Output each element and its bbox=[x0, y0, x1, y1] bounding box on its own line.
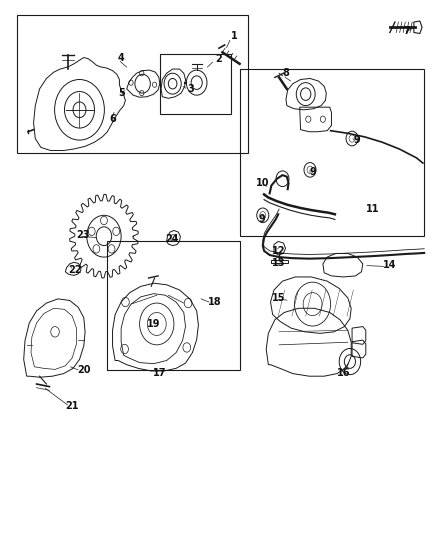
Text: 3: 3 bbox=[188, 84, 194, 94]
Text: 6: 6 bbox=[109, 114, 116, 124]
Text: 7: 7 bbox=[404, 27, 410, 36]
Text: 10: 10 bbox=[256, 178, 269, 188]
Text: 9: 9 bbox=[309, 167, 316, 177]
Text: 13: 13 bbox=[272, 259, 285, 269]
Bar bbox=[240, 69, 424, 236]
Text: 16: 16 bbox=[337, 368, 350, 378]
Text: 22: 22 bbox=[68, 264, 82, 274]
Text: 24: 24 bbox=[165, 235, 179, 244]
Text: 17: 17 bbox=[153, 368, 166, 378]
Text: 18: 18 bbox=[208, 297, 222, 307]
Text: 1: 1 bbox=[231, 30, 237, 41]
Text: 19: 19 bbox=[147, 319, 160, 329]
Text: 2: 2 bbox=[215, 54, 222, 63]
Text: 21: 21 bbox=[65, 401, 79, 411]
Text: 11: 11 bbox=[366, 204, 379, 214]
Text: 5: 5 bbox=[118, 88, 124, 98]
Text: 23: 23 bbox=[76, 230, 89, 240]
Text: 15: 15 bbox=[272, 293, 285, 303]
Text: 20: 20 bbox=[77, 365, 91, 375]
Text: 14: 14 bbox=[383, 261, 396, 270]
Bar bbox=[106, 241, 240, 370]
Text: 9: 9 bbox=[354, 135, 360, 145]
Text: 8: 8 bbox=[282, 68, 289, 78]
Bar bbox=[160, 54, 231, 114]
Text: 4: 4 bbox=[118, 53, 124, 62]
Text: 9: 9 bbox=[258, 214, 265, 224]
Text: 12: 12 bbox=[272, 246, 285, 256]
Bar bbox=[17, 15, 248, 152]
